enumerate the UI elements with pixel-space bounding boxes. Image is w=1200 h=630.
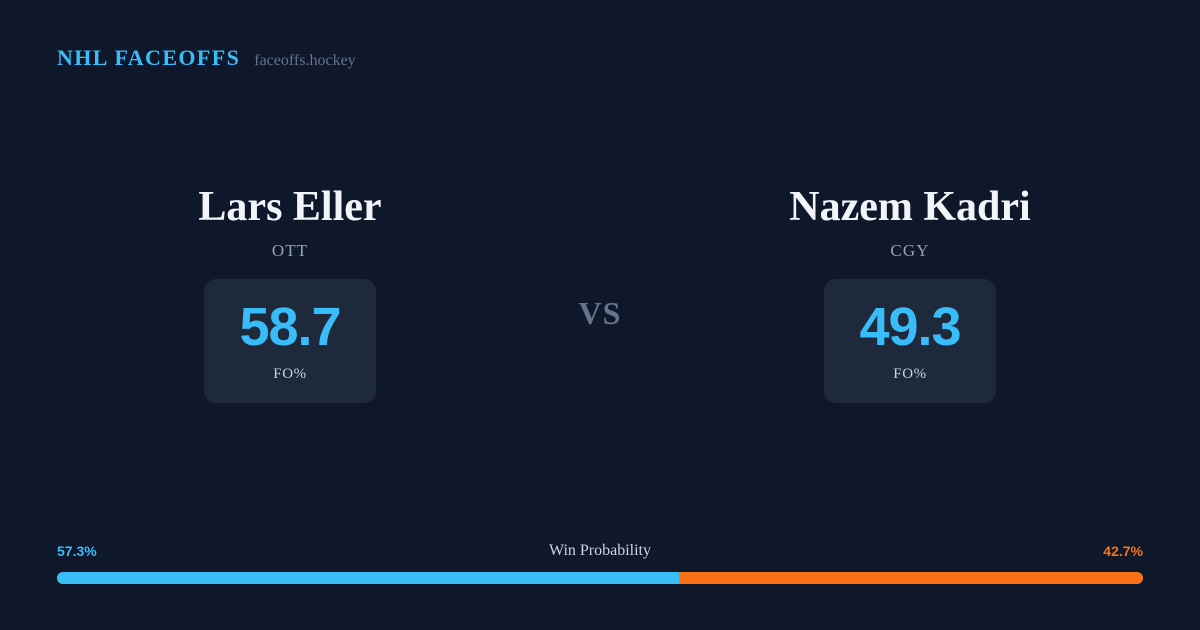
stat-value-right: 49.3 xyxy=(859,296,961,357)
win-probability-right-value: 42.7% xyxy=(1103,542,1143,559)
win-probability-bar xyxy=(57,572,1143,584)
matchup-section: Lars Eller OTT 58.7 FO% VS Nazem Kadri C… xyxy=(0,184,1200,404)
vs-divider: VS xyxy=(530,185,670,329)
brand-title: NHL FACEOFFS xyxy=(57,45,241,70)
win-probability-labels: 57.3% Win Probability 42.7% xyxy=(57,541,1143,560)
stat-card-left: 58.7 FO% xyxy=(204,279,376,404)
win-probability-section: 57.3% Win Probability 42.7% xyxy=(57,541,1143,584)
player-name-left: Lars Eller xyxy=(198,184,382,230)
stat-label-left: FO% xyxy=(273,365,307,382)
stat-card-right: 49.3 FO% xyxy=(824,279,996,404)
player-team-right: CGY xyxy=(890,241,930,261)
player-card-right: Nazem Kadri CGY 49.3 FO% xyxy=(670,184,1150,404)
win-probability-title: Win Probability xyxy=(548,541,651,559)
site-header: NHL FACEOFFS faceoffs.hockey xyxy=(57,47,356,69)
site-domain-label: faceoffs.hockey xyxy=(254,52,356,69)
stat-value-left: 58.7 xyxy=(239,296,341,357)
player-team-left: OTT xyxy=(271,241,309,261)
player-name-right: Nazem Kadri xyxy=(789,184,1031,230)
stat-label-right: FO% xyxy=(893,365,927,382)
vs-label: VS xyxy=(578,295,622,331)
win-probability-left-value: 57.3% xyxy=(57,542,97,559)
win-probability-bar-left-fill xyxy=(57,572,680,584)
player-card-left: Lars Eller OTT 58.7 FO% xyxy=(50,184,530,404)
